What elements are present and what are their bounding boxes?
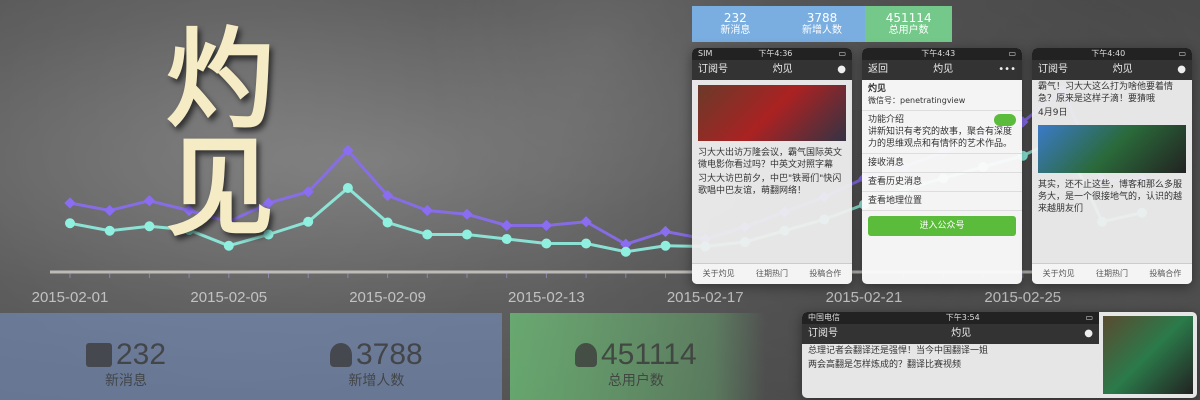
battery-icon: ▭ bbox=[1178, 49, 1186, 58]
back-button[interactable]: 返回 bbox=[868, 64, 888, 75]
profile-icon[interactable]: ● bbox=[837, 64, 846, 75]
data-point bbox=[382, 217, 393, 228]
more-icon[interactable]: ••• bbox=[998, 64, 1016, 75]
profile-icon[interactable]: ● bbox=[1084, 328, 1093, 339]
menu-receive-messages[interactable]: 接收消息 bbox=[862, 154, 1022, 173]
chat-icon bbox=[86, 343, 112, 367]
phone-mockup-news: 中国电信 下午3:54 ▭ 订阅号 灼见 ● 总理记者会翻译还是强悍！当今中国翻译一姐 … bbox=[802, 312, 1197, 398]
x-tick-label: 2015-02-25 bbox=[984, 289, 1061, 306]
stat-new-users: 3788 新增人数 bbox=[330, 338, 423, 390]
article-image bbox=[1038, 125, 1186, 173]
enter-account-button[interactable]: 进入公众号 bbox=[868, 216, 1016, 236]
x-tick-label: 2015-02-21 bbox=[826, 289, 903, 306]
data-point bbox=[144, 221, 155, 232]
x-tick-label: 2015-02-17 bbox=[667, 289, 744, 306]
data-point bbox=[501, 219, 513, 232]
data-point bbox=[262, 197, 275, 209]
data-point bbox=[104, 204, 116, 217]
tab-popular[interactable]: 往期热门 bbox=[755, 269, 788, 278]
data-point bbox=[65, 218, 75, 229]
data-point bbox=[541, 238, 552, 249]
mini-stats-bar: 232 新消息 3788 新增人数 451114 总用户数 bbox=[692, 6, 953, 42]
data-point bbox=[501, 234, 512, 244]
x-tick-label: 2015-02-09 bbox=[349, 289, 426, 306]
data-point bbox=[223, 216, 235, 228]
data-point bbox=[620, 238, 632, 250]
data-point bbox=[303, 216, 314, 227]
data-point bbox=[540, 219, 553, 232]
menu-location[interactable]: 查看地理位置 bbox=[862, 192, 1022, 211]
data-point bbox=[223, 240, 234, 251]
menu-history[interactable]: 查看历史消息 bbox=[862, 173, 1022, 192]
data-point bbox=[263, 229, 274, 240]
green-stats-panel bbox=[510, 313, 765, 400]
battery-icon: ▭ bbox=[1085, 313, 1093, 322]
data-point bbox=[620, 246, 631, 257]
data-point bbox=[184, 225, 195, 235]
x-tick-label: 2015-02-05 bbox=[190, 289, 267, 306]
x-tick-label: 2015-02-13 bbox=[508, 289, 585, 306]
data-point bbox=[64, 197, 76, 209]
data-point bbox=[381, 189, 394, 202]
data-point bbox=[462, 229, 472, 240]
article-image bbox=[1103, 316, 1193, 394]
data-point bbox=[104, 225, 115, 236]
x-tick-label: 2015-02-01 bbox=[32, 289, 109, 306]
data-point bbox=[422, 229, 433, 240]
back-button[interactable]: 订阅号 bbox=[808, 328, 838, 339]
data-point bbox=[580, 216, 592, 228]
stat-new-messages: 232 新消息 bbox=[86, 338, 166, 390]
tab-popular[interactable]: 往期热门 bbox=[1095, 269, 1128, 278]
data-point bbox=[659, 225, 672, 238]
data-point bbox=[581, 238, 592, 249]
phone-mockup-profile: 下午4:43 ▭ 返回 灼见 ••• 灼见 微信号：penetratingview 功能… bbox=[862, 48, 1022, 284]
phone-mockup-article: 下午4:40 ▭ 订阅号 灼见 ● 霸气！习大大这么打为啥他要着情急？原来是这样子滴！… bbox=[1032, 48, 1192, 284]
data-point bbox=[183, 204, 195, 217]
tab-submit[interactable]: 投稿合作 bbox=[809, 269, 842, 278]
data-point bbox=[461, 208, 473, 220]
data-point bbox=[302, 186, 314, 198]
data-point bbox=[342, 144, 354, 157]
battery-icon: ▭ bbox=[838, 49, 846, 58]
article-image bbox=[698, 85, 846, 141]
profile-icon[interactable]: ● bbox=[1177, 64, 1186, 75]
brand-calligraphy-title: 灼见 bbox=[148, 22, 274, 238]
battery-icon: ▭ bbox=[1008, 49, 1016, 58]
back-button[interactable]: 订阅号 bbox=[1038, 64, 1068, 75]
tab-submit[interactable]: 投稿合作 bbox=[1149, 269, 1182, 278]
data-point bbox=[660, 240, 671, 251]
user-icon bbox=[330, 343, 352, 367]
data-point bbox=[342, 183, 353, 193]
stat-total-users: 451114 总用户数 bbox=[575, 338, 697, 390]
blue-stats-panel bbox=[0, 313, 502, 400]
phone-mockup-feed: SIM 下午4:36 ▭ 订阅号 灼见 ● 习大大出访万隆会议，霸气国际英文微电影你看过… bbox=[692, 48, 852, 284]
tab-about[interactable]: 关于灼见 bbox=[1042, 269, 1075, 278]
toggle-switch[interactable] bbox=[994, 114, 1016, 126]
tab-about[interactable]: 关于灼见 bbox=[702, 269, 735, 278]
users-icon bbox=[575, 343, 597, 367]
back-button[interactable]: 订阅号 bbox=[698, 64, 728, 75]
data-point bbox=[421, 204, 433, 217]
data-point bbox=[143, 195, 156, 207]
